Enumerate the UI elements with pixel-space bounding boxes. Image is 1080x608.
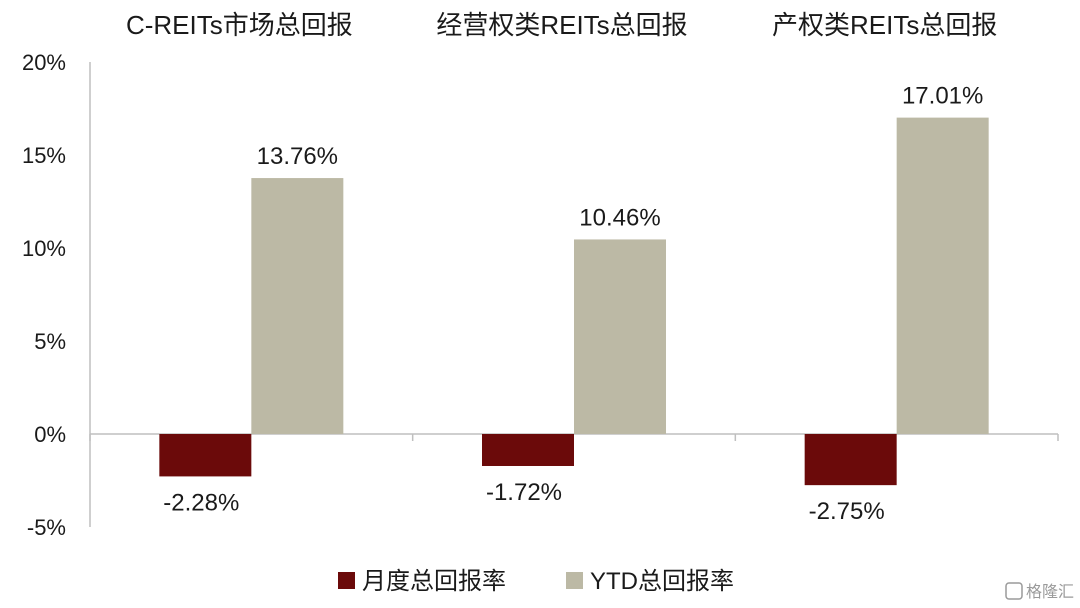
y-tick-label: -5% <box>27 515 66 540</box>
bar <box>896 117 989 434</box>
bars <box>159 117 989 486</box>
legend-swatch <box>566 572 583 589</box>
category-title: 产权类REITs总回报 <box>772 10 997 40</box>
y-tick-label: 0% <box>34 422 66 447</box>
legend-swatch <box>338 572 355 589</box>
watermark: 格隆汇 <box>1005 582 1074 601</box>
category-titles: C-REITs市场总回报 经营权类REITs总回报 产权类REITs总回报 <box>126 10 997 40</box>
data-label: 10.46% <box>579 204 660 231</box>
data-label: -2.75% <box>809 498 885 525</box>
data-label: -2.28% <box>163 489 239 516</box>
data-label: 13.76% <box>257 143 338 170</box>
watermark-text: 格隆汇 <box>1026 583 1074 601</box>
bar <box>574 239 666 434</box>
legend-label: YTD总回报率 <box>590 568 734 595</box>
category-title: C-REITs市场总回报 <box>126 10 353 40</box>
legend: 月度总回报率 YTD总回报率 <box>338 568 734 595</box>
data-label: 17.01% <box>902 83 983 110</box>
data-labels: -2.28% 13.76% -1.72% 10.46% -2.75% 17.01% <box>163 83 983 526</box>
bar <box>159 434 252 477</box>
y-axis-ticks: -5% 0% 5% 10% 15% 20% <box>22 50 66 540</box>
category-title: 经营权类REITs总回报 <box>436 10 687 40</box>
y-tick-label: 20% <box>22 50 66 75</box>
y-tick-label: 10% <box>22 236 66 261</box>
data-label: -1.72% <box>486 479 562 506</box>
legend-label: 月度总回报率 <box>362 568 506 595</box>
bar <box>804 434 897 486</box>
bar <box>482 434 574 466</box>
bar <box>251 178 344 434</box>
watermark-logo-icon <box>1005 582 1023 600</box>
y-tick-label: 5% <box>34 329 66 354</box>
y-tick-label: 15% <box>22 143 66 168</box>
